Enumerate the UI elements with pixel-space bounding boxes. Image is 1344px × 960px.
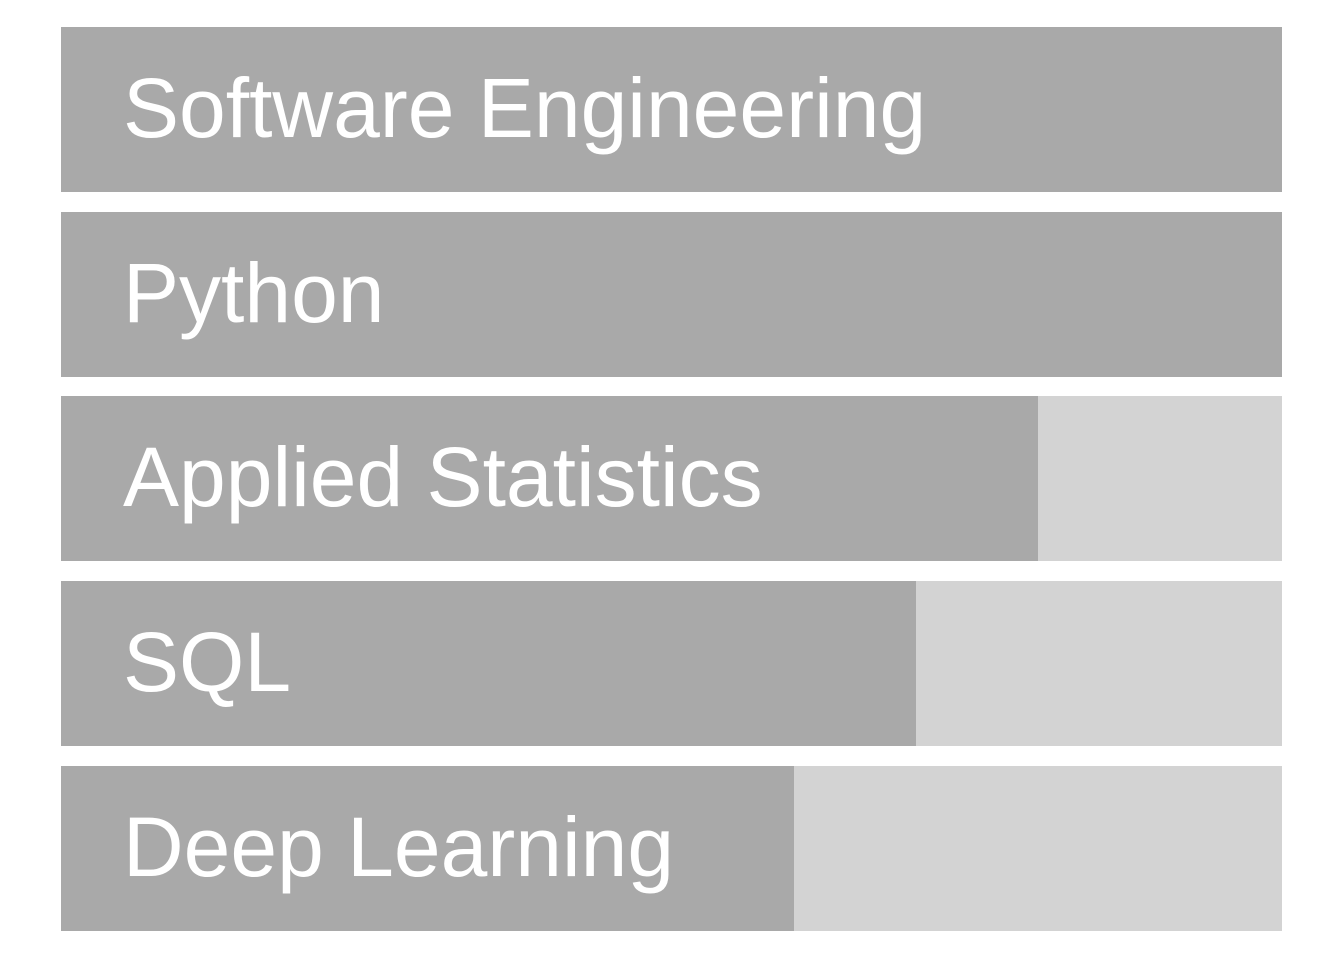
bar-label: SQL bbox=[123, 614, 292, 709]
bar-fill bbox=[61, 396, 1038, 561]
bar-track: SQL bbox=[61, 581, 1282, 746]
bar-track: Python bbox=[61, 212, 1282, 377]
bar-fill bbox=[61, 581, 916, 746]
bar-label: Applied Statistics bbox=[123, 429, 763, 524]
bar-fill bbox=[61, 27, 1282, 192]
bar-fill bbox=[61, 766, 794, 931]
bar-label: Deep Learning bbox=[123, 799, 675, 894]
bar-track: Software Engineering bbox=[61, 27, 1282, 192]
bar-label: Software Engineering bbox=[123, 60, 927, 155]
bar-label: Python bbox=[123, 245, 385, 340]
bar-fill bbox=[61, 212, 1282, 377]
bar-track: Deep Learning bbox=[61, 766, 1282, 931]
bar-track: Applied Statistics bbox=[61, 396, 1282, 561]
